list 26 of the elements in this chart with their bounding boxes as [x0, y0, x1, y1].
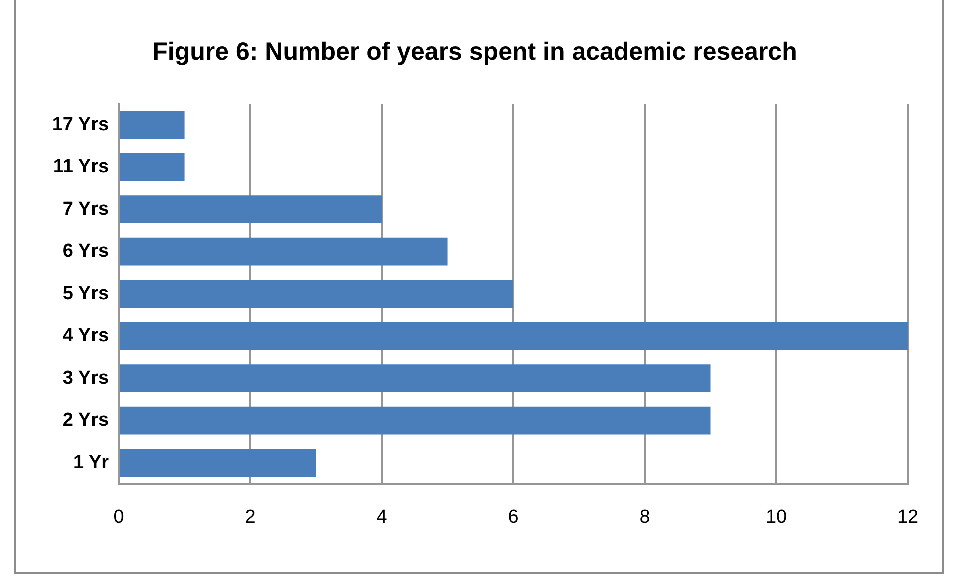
x-tick-label: 0	[114, 506, 124, 528]
x-tick-label: 8	[640, 506, 650, 528]
y-tick-label: 4 Yrs	[62, 326, 110, 347]
bar	[120, 196, 382, 224]
bar	[120, 153, 185, 182]
bar	[120, 111, 185, 140]
y-tick-label: 2 Yrs	[62, 410, 110, 432]
y-tick-label: 17 Yrs	[52, 114, 110, 136]
y-tick-label: 11 Yrs	[53, 156, 110, 178]
x-tick-label: 10	[766, 506, 788, 528]
x-tick-label: 12	[897, 506, 919, 528]
x-tick-label: 2	[245, 506, 256, 528]
bar	[120, 364, 711, 393]
bar	[120, 280, 514, 308]
y-tick-label: 3 Yrs	[62, 368, 110, 389]
bar	[120, 322, 908, 350]
x-tick-label: 4	[376, 506, 388, 528]
y-tick-label: 5 Yrs	[62, 283, 110, 304]
bar	[120, 238, 448, 266]
bar	[120, 406, 711, 435]
bar	[120, 449, 316, 478]
y-tick-label: 6 Yrs	[62, 241, 110, 262]
y-tick-label: 1 Yr	[73, 452, 110, 474]
y-tick-label: 7 Yrs	[62, 198, 110, 220]
x-tick-label: 6	[508, 506, 519, 528]
chart-title: Figure 6: Number of years spent in academic research	[152, 38, 798, 66]
